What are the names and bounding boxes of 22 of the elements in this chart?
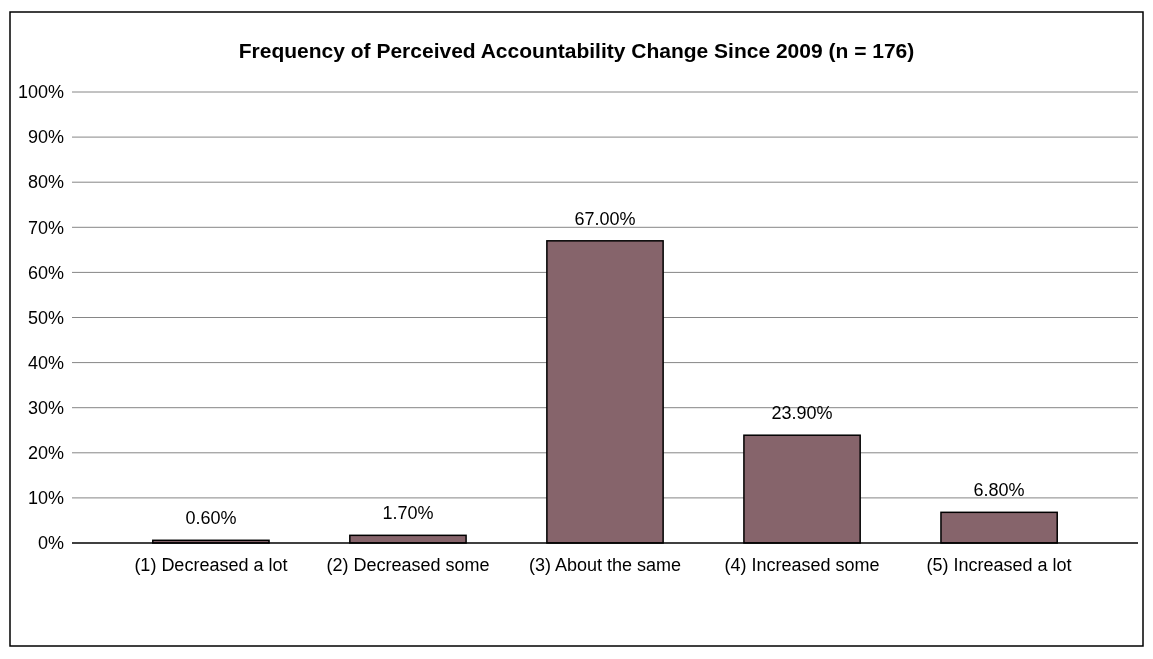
data-label: 1.70% (382, 503, 434, 524)
data-label: 23.90% (771, 403, 833, 424)
x-tick-label: (5) Increased a lot (926, 555, 1072, 575)
chart-title: Frequency of Perceived Accountability Change Since 2009 (n = 176) (238, 39, 915, 62)
y-tick-label: 30% (27, 397, 64, 418)
x-tick-label: (2) Decreased some (326, 555, 490, 575)
data-label: 0.60% (185, 508, 237, 529)
data-label: 67.00% (574, 208, 636, 229)
x-tick-label: (4) Increased some (724, 555, 880, 575)
y-tick-label: 70% (27, 217, 64, 238)
y-tick-label: 60% (27, 262, 64, 283)
y-tick-label: 40% (27, 352, 64, 373)
y-tick-label: 20% (27, 443, 64, 464)
x-tick-label: (1) Decreased a lot (134, 555, 288, 575)
x-tick-label: (3) About the same (528, 555, 682, 575)
y-tick-label: 10% (27, 488, 64, 509)
y-tick-label: 50% (27, 307, 64, 328)
data-label: 6.80% (973, 480, 1025, 501)
y-tick-label: 80% (27, 172, 64, 193)
y-tick-label: 90% (27, 127, 64, 148)
y-tick-label: 0% (37, 533, 64, 554)
y-tick-label: 100% (17, 82, 64, 103)
